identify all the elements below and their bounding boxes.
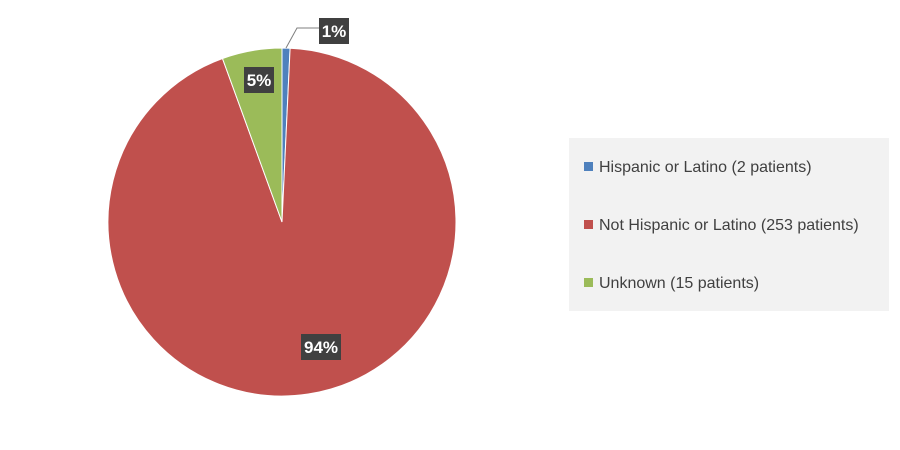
pie-slices (107, 47, 457, 397)
data-label-2: 94% (304, 338, 338, 357)
legend-box (569, 138, 889, 311)
data-label-3: 5% (247, 71, 272, 90)
legend-swatch-3 (584, 278, 593, 287)
data-label-box-2 (301, 334, 341, 360)
data-labels: 1% 94% 5% (244, 18, 349, 360)
data-label-1: 1% (322, 22, 347, 41)
legend-label-3: Unknown (15 patients) (599, 275, 759, 292)
legend: Hispanic or Latino (2 patients) Not Hispa… (569, 138, 889, 311)
data-label-box-1 (319, 18, 349, 44)
data-label-box-3 (244, 67, 274, 93)
legend-swatch-1 (584, 162, 593, 171)
legend-label-1: Hispanic or Latino (2 patients) (599, 159, 812, 176)
leader-lines (285, 27, 319, 49)
leader-line-1 (285, 27, 319, 49)
legend-label-2: Not Hispanic or Latino (253 patients) (599, 217, 859, 234)
legend-swatch-2 (584, 220, 593, 229)
